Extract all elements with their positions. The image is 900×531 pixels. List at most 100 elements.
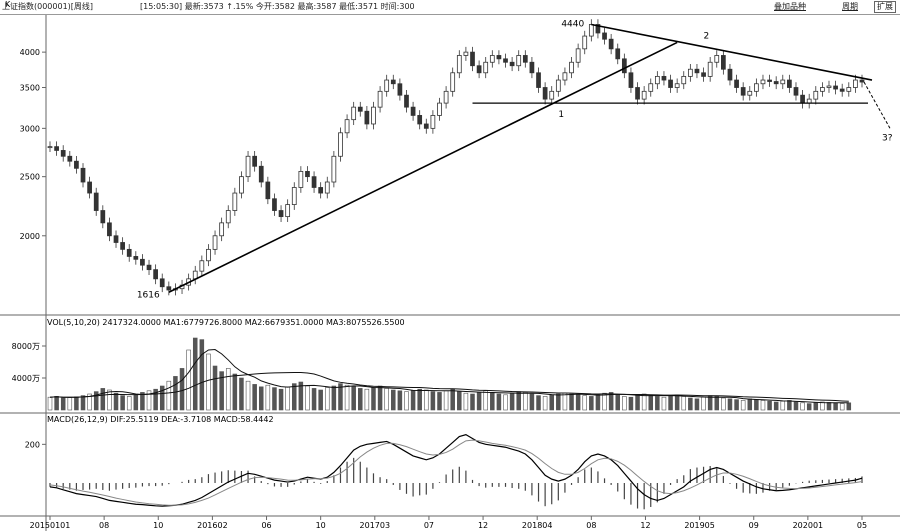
volume-bar bbox=[721, 397, 726, 411]
volume-bar bbox=[338, 383, 343, 411]
candle-body bbox=[687, 68, 693, 77]
volume-bar bbox=[239, 377, 244, 411]
macd-y-ticks: 200 bbox=[25, 440, 46, 449]
candle-body bbox=[489, 55, 495, 63]
volume-bar bbox=[245, 380, 251, 411]
volume-bar bbox=[47, 396, 53, 411]
x-tick-label: 20150101 bbox=[30, 521, 71, 530]
x-tick-label: 12 bbox=[478, 521, 488, 530]
chart-title: 上证指数(000001)[周线] bbox=[2, 2, 94, 11]
candle-body bbox=[714, 55, 720, 63]
projection-arrow bbox=[863, 81, 891, 129]
price-tick-label: 3500 bbox=[20, 84, 40, 93]
volume-bar bbox=[734, 399, 739, 411]
candle-body bbox=[503, 58, 508, 63]
support-trendline bbox=[168, 41, 678, 293]
candle-body bbox=[126, 248, 132, 257]
volume-bar bbox=[424, 389, 429, 411]
volume-bar bbox=[93, 391, 99, 411]
candle-body bbox=[542, 87, 548, 100]
volume-bar bbox=[199, 339, 205, 411]
candle-body bbox=[780, 79, 786, 85]
x-tick-label: 201602 bbox=[197, 521, 228, 530]
volume-bar bbox=[655, 396, 660, 411]
candle-body bbox=[476, 65, 482, 74]
overlay-link[interactable]: 叠加品种 bbox=[774, 2, 806, 11]
volume-bar bbox=[60, 397, 66, 411]
volume-bar bbox=[391, 389, 396, 411]
candle-body bbox=[754, 83, 759, 92]
candle-body bbox=[225, 210, 231, 224]
candle-body bbox=[760, 79, 766, 85]
candle-body bbox=[621, 58, 627, 74]
volume-bar bbox=[457, 391, 462, 411]
candle-body bbox=[787, 79, 792, 88]
volume-bar bbox=[787, 400, 792, 411]
volume-bar bbox=[351, 386, 356, 411]
candle-body bbox=[767, 79, 772, 82]
macd-histogram bbox=[49, 457, 863, 510]
volume-bar bbox=[232, 373, 238, 411]
price-y-ticks: 2000 2500 3000 3500 4000 bbox=[20, 48, 46, 241]
volume-bar bbox=[536, 395, 541, 411]
volume-bar bbox=[688, 397, 693, 411]
candle-body bbox=[140, 258, 145, 266]
volume-bar bbox=[602, 392, 607, 411]
volume-bar bbox=[311, 388, 317, 411]
x-tick-label: 05 bbox=[857, 521, 867, 530]
candle-body bbox=[575, 48, 581, 63]
volume-bar bbox=[542, 396, 548, 411]
candle-body bbox=[668, 79, 673, 88]
candle-body bbox=[239, 176, 244, 194]
volume-bar bbox=[358, 388, 363, 411]
volume-bar bbox=[291, 383, 297, 411]
volume-title: VOL(5,10,20) 2417324.0000 MA1:6779726.80… bbox=[47, 318, 405, 327]
volume-bar bbox=[252, 384, 257, 411]
expand-button[interactable]: 扩展 bbox=[874, 1, 896, 13]
candle-body bbox=[694, 68, 700, 74]
price-tick-label: 3000 bbox=[20, 124, 40, 133]
x-tick-label: 10 bbox=[153, 521, 163, 530]
candle-body bbox=[740, 87, 746, 96]
x-tick-label: 202001 bbox=[793, 521, 824, 530]
volume-bar bbox=[100, 388, 106, 411]
volume-bar bbox=[331, 385, 337, 411]
volume-bar bbox=[258, 386, 264, 411]
candle-body bbox=[793, 87, 799, 96]
volume-bar bbox=[54, 396, 59, 411]
volume-bar bbox=[549, 394, 554, 411]
volume-bar bbox=[113, 392, 119, 411]
volume-bar bbox=[133, 394, 139, 411]
candle-body bbox=[608, 38, 614, 50]
candle-body bbox=[311, 176, 317, 188]
candle-body bbox=[859, 79, 865, 83]
candle-body bbox=[120, 242, 125, 250]
candle-body bbox=[390, 79, 396, 85]
candle-body bbox=[60, 150, 66, 157]
candle-body bbox=[529, 61, 535, 74]
candle-body bbox=[536, 72, 541, 88]
candle-body bbox=[153, 269, 158, 280]
volume-ma-line bbox=[49, 372, 849, 402]
volume-bar bbox=[780, 400, 786, 411]
price-tick-label: 2000 bbox=[20, 232, 40, 241]
candle-body bbox=[595, 24, 601, 34]
volume-bar bbox=[384, 388, 389, 411]
candle-body bbox=[199, 260, 205, 272]
candle-body bbox=[87, 181, 92, 194]
candle-body bbox=[298, 171, 304, 188]
volume-bar bbox=[562, 392, 568, 411]
volume-bar bbox=[212, 365, 218, 411]
candle-body bbox=[800, 94, 805, 104]
candle-body bbox=[674, 83, 680, 88]
volume-bar bbox=[483, 390, 488, 411]
candle-body bbox=[371, 106, 376, 125]
period-link[interactable]: 周期 bbox=[842, 2, 858, 11]
candle-body bbox=[305, 171, 310, 178]
candle-body bbox=[357, 106, 363, 112]
candle-body bbox=[93, 192, 99, 211]
candle-body bbox=[628, 72, 634, 88]
volume-bar bbox=[529, 393, 535, 411]
volume-bar bbox=[404, 391, 409, 411]
